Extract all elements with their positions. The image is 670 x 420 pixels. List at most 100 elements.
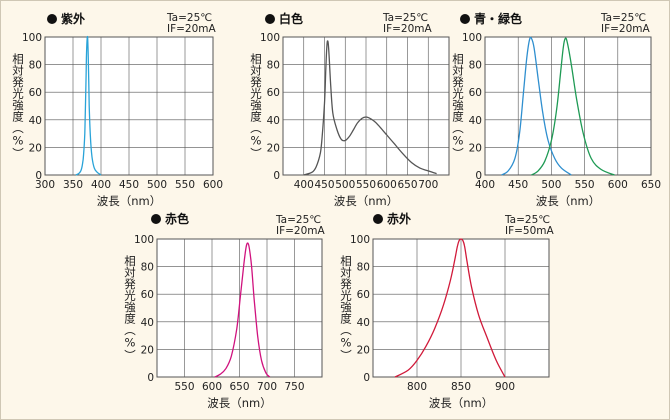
bullet-icon <box>373 214 383 224</box>
y-tick-label: 60 <box>469 87 482 99</box>
series-line-1 <box>75 35 102 176</box>
x-tick-label: 650 <box>229 381 249 393</box>
bullet-icon <box>151 214 161 224</box>
chart-5: 0 20 40 60 80 100 800 850 900 赤外 Ta=25℃IF=50mA 波長（n… <box>339 211 555 410</box>
x-tick-label: 600 <box>203 179 223 191</box>
chart-title: 赤色 <box>165 211 189 226</box>
y-tick-label: 100 <box>350 234 370 246</box>
y-axis-label: 相対発光強度（%） <box>339 255 353 361</box>
x-tick-label: 550 <box>356 179 376 191</box>
condition-text: IF=20mA <box>167 23 217 35</box>
x-axis-label: 波長（nm） <box>207 396 272 410</box>
y-tick-label: 0 <box>363 372 370 384</box>
x-tick-label: 900 <box>495 381 515 393</box>
series-line-1 <box>214 242 271 378</box>
x-tick-label: 550 <box>575 179 595 191</box>
chart-title: 赤外 <box>387 211 411 226</box>
x-tick-label: 400 <box>475 179 495 191</box>
x-axis-label: 波長（nm） <box>536 194 601 208</box>
x-tick-label: 500 <box>147 179 167 191</box>
y-tick-label: 60 <box>141 289 154 301</box>
condition-text: IF=20mA <box>601 23 651 35</box>
x-tick-label: 500 <box>335 179 355 191</box>
x-tick-label: 800 <box>407 381 427 393</box>
y-tick-label: 20 <box>357 344 370 356</box>
x-tick-label: 550 <box>175 179 195 191</box>
y-tick-label: 80 <box>469 60 482 72</box>
x-tick-label: 650 <box>397 179 417 191</box>
chart-title: 紫外 <box>61 11 85 26</box>
y-tick-label: 80 <box>357 262 370 274</box>
series-line-2 <box>531 37 615 176</box>
condition-text: Ta=25℃ <box>275 214 321 226</box>
x-tick-label: 600 <box>377 179 397 191</box>
y-tick-label: 80 <box>141 262 154 274</box>
y-tick-label: 100 <box>260 32 280 44</box>
y-tick-label: 80 <box>267 60 280 72</box>
y-tick-label: 20 <box>29 142 42 154</box>
y-tick-label: 20 <box>141 344 154 356</box>
x-tick-label: 750 <box>284 381 304 393</box>
bullet-icon <box>47 14 57 24</box>
x-tick-label: 850 <box>451 381 471 393</box>
chart-2: 0 20 40 60 80 100 400 450 500 550 600 650 700 白色 Ta=25… <box>249 11 450 208</box>
bullet-icon <box>265 14 275 24</box>
y-tick-label: 0 <box>35 170 42 182</box>
y-axis-label: 相対発光強度（%） <box>249 53 263 159</box>
y-tick-label: 40 <box>29 115 42 127</box>
x-axis-label: 波長（nm） <box>429 396 494 410</box>
y-axis-label: 相対発光強度（%） <box>123 255 137 361</box>
x-tick-label: 600 <box>202 381 222 393</box>
x-axis-label: 波長（nm） <box>334 194 399 208</box>
x-tick-label: 650 <box>641 179 661 191</box>
chart-3: 0 20 40 60 80 100 400 450 500 550 600 650 青・緑色 Ta=25℃… <box>451 11 661 208</box>
y-tick-label: 0 <box>147 372 154 384</box>
x-tick-label: 600 <box>608 179 628 191</box>
condition-text: Ta=25℃ <box>166 12 212 24</box>
x-tick-label: 700 <box>257 381 277 393</box>
condition-text: IF=20mA <box>276 225 326 237</box>
x-tick-label: 450 <box>314 179 334 191</box>
y-tick-label: 100 <box>22 32 42 44</box>
y-tick-label: 0 <box>475 170 482 182</box>
y-tick-label: 60 <box>267 87 280 99</box>
y-axis-label: 相対発光強度（%） <box>451 53 465 159</box>
y-tick-label: 100 <box>462 32 482 44</box>
series-line-1 <box>394 238 506 378</box>
series-line-1 <box>501 36 572 176</box>
y-tick-label: 20 <box>267 142 280 154</box>
x-tick-label: 500 <box>541 179 561 191</box>
x-tick-label: 700 <box>418 179 438 191</box>
y-tick-label: 40 <box>267 115 280 127</box>
chart-title: 白色 <box>279 11 303 26</box>
y-tick-label: 40 <box>357 317 370 329</box>
condition-text: IF=20mA <box>383 23 433 35</box>
y-tick-label: 80 <box>29 60 42 72</box>
chart-title: 青・緑色 <box>474 11 522 26</box>
condition-text: IF=50mA <box>505 225 555 237</box>
x-tick-label: 450 <box>119 179 139 191</box>
condition-text: Ta=25℃ <box>504 214 550 226</box>
x-axis-label: 波長（nm） <box>97 194 162 208</box>
y-tick-label: 40 <box>141 317 154 329</box>
y-tick-label: 0 <box>273 170 280 182</box>
y-tick-label: 100 <box>134 234 154 246</box>
chart-1: 0 20 40 60 80 100 300 350 400 450 500 550 600 紫外 Ta=25… <box>11 11 223 208</box>
y-axis-label: 相対発光強度（%） <box>11 53 25 159</box>
bullet-icon <box>460 14 470 24</box>
x-tick-label: 550 <box>174 381 194 393</box>
condition-text: Ta=25℃ <box>382 12 428 24</box>
x-tick-label: 350 <box>63 179 83 191</box>
y-tick-label: 60 <box>29 87 42 99</box>
y-tick-label: 40 <box>469 115 482 127</box>
series-line-1 <box>303 40 437 176</box>
plot-area <box>484 36 652 176</box>
condition-text: Ta=25℃ <box>600 12 646 24</box>
y-tick-label: 60 <box>357 289 370 301</box>
chart-4: 0 20 40 60 80 100 550 600 650 700 750 赤色 Ta=25℃IF=20… <box>123 211 326 410</box>
x-tick-label: 400 <box>294 179 314 191</box>
x-tick-label: 300 <box>35 179 55 191</box>
x-tick-label: 450 <box>508 179 528 191</box>
